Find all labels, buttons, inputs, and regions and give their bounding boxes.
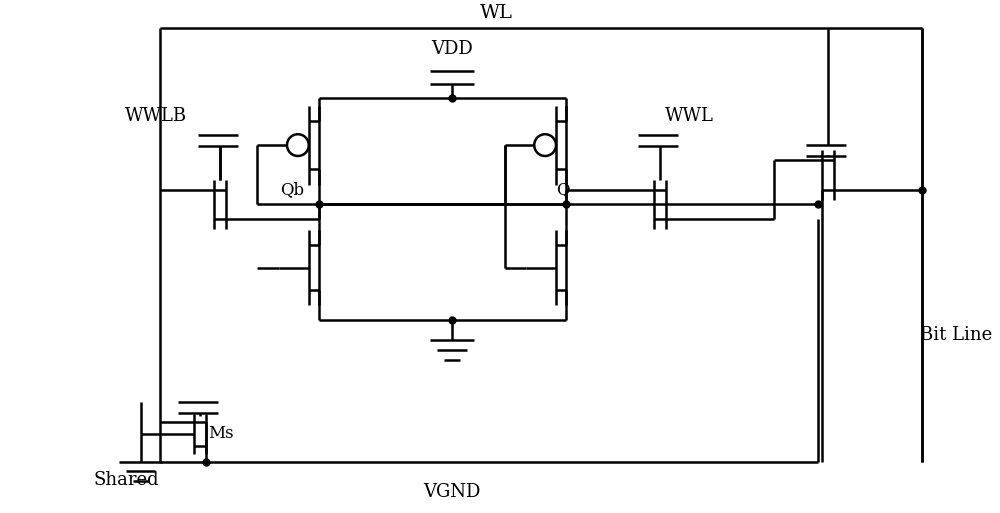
Text: Q: Q — [556, 182, 569, 199]
Circle shape — [534, 134, 556, 156]
Text: VGND: VGND — [423, 483, 481, 501]
Text: WWLB: WWLB — [124, 107, 187, 125]
Text: Qb: Qb — [280, 182, 304, 199]
Text: Bit Line: Bit Line — [920, 326, 993, 344]
Text: VDD: VDD — [431, 40, 473, 58]
Text: Ms: Ms — [208, 425, 234, 442]
Text: WWL: WWL — [665, 107, 714, 125]
Text: Shared: Shared — [93, 471, 159, 489]
Circle shape — [287, 134, 309, 156]
Text: WL: WL — [480, 4, 513, 22]
